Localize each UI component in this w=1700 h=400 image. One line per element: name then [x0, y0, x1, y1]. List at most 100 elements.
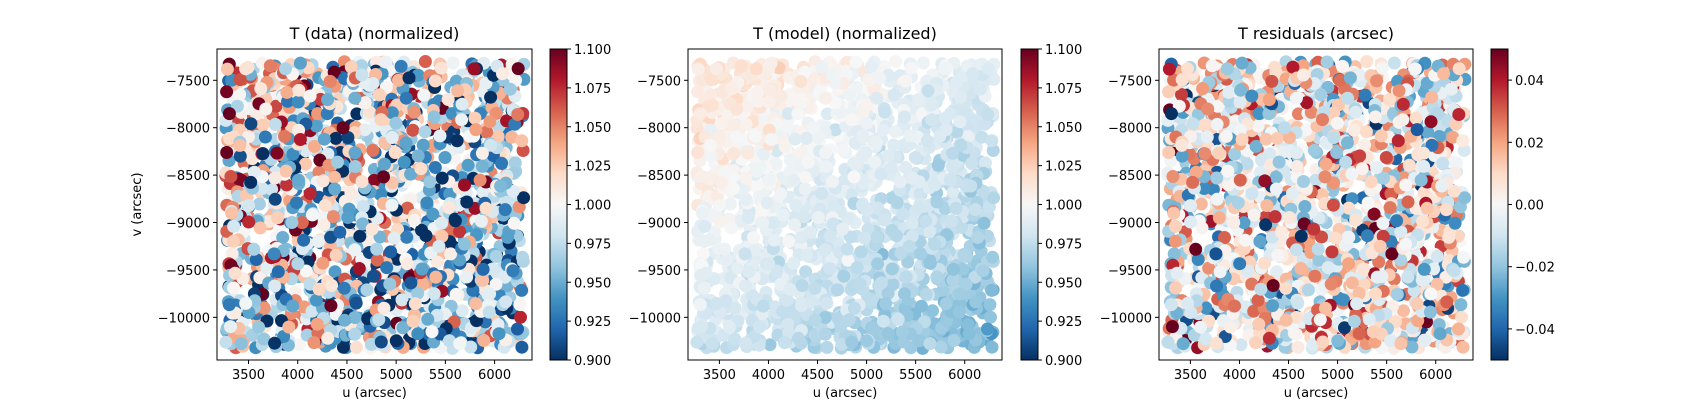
data-point	[928, 178, 942, 192]
data-point	[899, 74, 913, 88]
data-point	[449, 74, 463, 88]
data-point	[311, 234, 325, 248]
data-point	[715, 117, 729, 131]
data-point	[350, 340, 363, 354]
data-point	[976, 264, 990, 278]
data-point	[872, 71, 886, 85]
data-point	[407, 105, 421, 119]
data-point	[257, 301, 271, 315]
data-point	[446, 56, 460, 70]
data-point	[453, 337, 467, 351]
colorbar-tick-label: 1.100	[574, 43, 611, 58]
data-point	[483, 115, 497, 129]
data-point	[845, 113, 858, 127]
data-point	[848, 157, 862, 171]
data-point	[428, 161, 442, 174]
data-point	[1247, 304, 1261, 318]
data-point	[321, 93, 335, 107]
data-point	[1384, 187, 1398, 201]
data-point	[788, 218, 802, 232]
data-point	[739, 192, 753, 206]
data-point	[690, 335, 704, 349]
data-point	[377, 301, 391, 315]
data-point	[1211, 99, 1225, 113]
data-point	[328, 265, 342, 279]
data-point	[1449, 117, 1463, 131]
data-point	[953, 115, 967, 129]
colorbar	[549, 48, 568, 361]
data-point	[959, 249, 973, 263]
data-point	[224, 320, 237, 334]
data-point	[317, 218, 331, 232]
data-point	[455, 97, 469, 111]
data-point	[1228, 147, 1242, 161]
data-point	[764, 56, 778, 70]
data-point	[943, 173, 957, 187]
panel-title: T (data) (normalized)	[289, 24, 460, 43]
data-point	[836, 143, 850, 157]
colorbar	[1020, 48, 1039, 361]
data-point	[895, 325, 909, 339]
data-point	[460, 270, 474, 284]
data-point	[404, 276, 418, 290]
data-point	[870, 136, 883, 150]
data-point	[800, 248, 814, 262]
data-point	[516, 144, 530, 157]
data-point	[1397, 304, 1410, 318]
data-point	[290, 196, 303, 210]
data-point	[956, 262, 970, 276]
data-point	[735, 182, 749, 196]
data-point	[372, 88, 386, 102]
axes-frame	[216, 48, 533, 361]
data-point	[253, 221, 267, 235]
colorbar-tick-label: 1.050	[1045, 121, 1082, 136]
x-tick-label: 6000	[478, 368, 511, 383]
data-point	[474, 214, 488, 228]
data-point	[324, 299, 338, 313]
data-point	[791, 107, 805, 121]
data-point	[833, 105, 847, 119]
data-point	[901, 255, 915, 269]
colorbar-tick-label: 1.025	[574, 160, 611, 175]
data-point	[352, 262, 366, 275]
data-point	[823, 262, 837, 275]
data-point	[400, 257, 414, 271]
data-point	[297, 233, 311, 247]
data-point	[913, 187, 927, 201]
data-point	[254, 82, 268, 96]
data-point	[427, 110, 441, 124]
data-point	[888, 125, 902, 139]
data-point	[850, 261, 864, 275]
y-tick-label: −8500	[637, 169, 681, 184]
data-point	[854, 245, 868, 259]
data-point	[856, 106, 870, 120]
data-point	[797, 210, 811, 224]
data-point	[820, 296, 834, 310]
data-point	[720, 253, 734, 266]
data-point	[734, 59, 748, 73]
data-point	[781, 107, 795, 121]
data-point	[364, 337, 378, 351]
data-point	[316, 256, 330, 270]
data-point	[483, 287, 497, 301]
y-tick-label: −9500	[166, 264, 210, 279]
data-point	[399, 136, 413, 150]
data-point	[225, 247, 239, 261]
data-point	[252, 197, 266, 211]
scatter-points	[219, 55, 531, 355]
data-point	[1455, 310, 1468, 324]
data-point	[1387, 56, 1401, 70]
data-point	[415, 262, 429, 276]
data-point	[295, 216, 309, 230]
data-point	[819, 146, 833, 160]
data-point	[259, 102, 273, 116]
data-point	[344, 60, 358, 74]
data-point	[945, 214, 959, 228]
data-point	[928, 237, 942, 251]
data-point	[818, 91, 832, 105]
colorbar-tick-label: 1.100	[1045, 43, 1082, 58]
data-point	[728, 332, 742, 346]
data-point	[930, 270, 944, 284]
data-point	[1360, 55, 1374, 68]
